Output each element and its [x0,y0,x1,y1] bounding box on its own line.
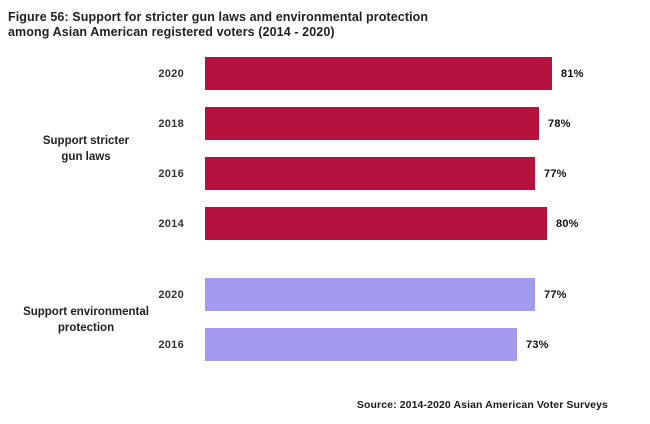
year-label: 2014 [158,217,184,230]
group-environment: Support environmental protection 2020 77… [0,278,650,361]
value-label: 77% [544,167,567,180]
bar-row: 2016 73% [0,328,650,361]
group-gun-laws: Support stricter gun laws 2020 81% 2018 … [0,57,650,240]
bar-row: 2020 81% [0,57,650,90]
source-text: Source: 2014-2020 Asian American Voter S… [356,399,608,411]
bar-row: 2018 78% [0,107,650,140]
group-label-line2: protection [57,321,115,334]
chart-title: Figure 56: Support for stricter gun laws… [8,10,428,41]
year-label: 2020 [158,67,184,80]
bar-gun-laws-2018 [205,107,539,140]
chart-title-line2: among Asian American registered voters (… [8,25,335,40]
value-label: 73% [526,338,549,351]
group-label-line2: gun laws [61,150,111,163]
group-label-environment: Support environmental protection [0,303,172,335]
year-label: 2016 [158,167,184,180]
bar-gun-laws-2016 [205,157,535,190]
value-label: 80% [556,217,579,230]
value-label: 81% [561,67,584,80]
bar-gun-laws-2014 [205,207,547,240]
bar-gun-laws-2020 [205,57,552,90]
group-label-line1: Support stricter [42,134,130,147]
bar-row: 2014 80% [0,207,650,240]
chart-title-line1: Figure 56: Support for stricter gun laws… [8,10,429,24]
year-label: 2020 [158,288,184,301]
bar-chart: Support stricter gun laws 2020 81% 2018 … [0,57,650,361]
value-label: 77% [544,288,567,301]
year-label: 2016 [158,338,184,351]
bar-environment-2016 [205,328,517,361]
group-label-gun-laws: Support stricter gun laws [0,132,172,164]
bar-row: 2016 77% [0,157,650,190]
value-label: 78% [548,117,571,130]
bar-environment-2020 [205,278,535,311]
bar-row: 2020 77% [0,278,650,311]
group-label-line1: Support environmental [23,305,149,318]
year-label: 2018 [158,117,184,130]
